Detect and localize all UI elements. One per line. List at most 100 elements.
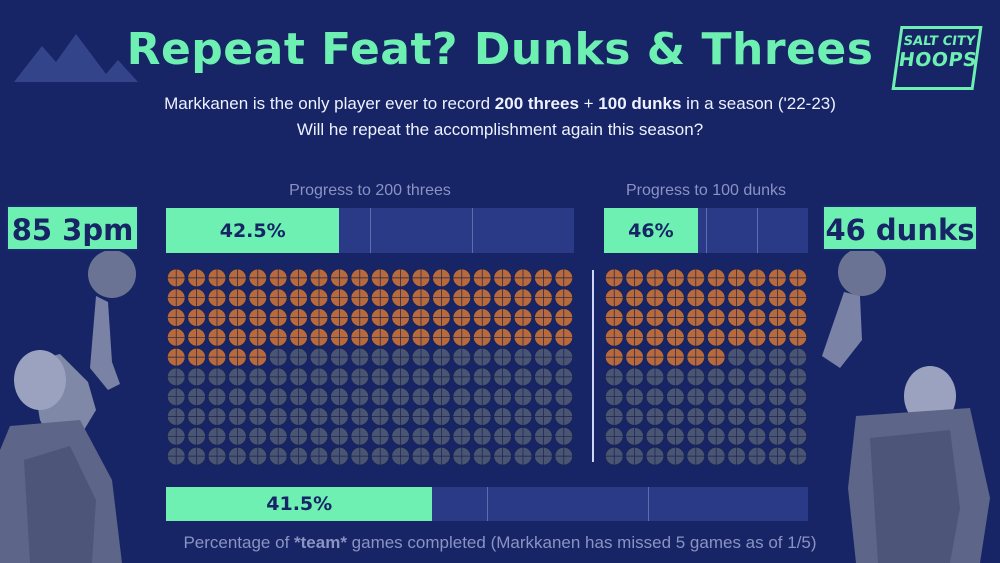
ball-remaining [432, 367, 451, 387]
ball-remaining [330, 407, 349, 426]
ball-remaining [350, 427, 370, 446]
ball-remaining [391, 407, 410, 426]
ball-remaining [472, 347, 492, 367]
ball-made [166, 268, 186, 288]
ball-made [370, 288, 390, 308]
waffle-divider [592, 270, 594, 462]
ball-remaining [686, 427, 706, 446]
ball-made [747, 308, 767, 327]
ball-remaining [768, 347, 787, 367]
ball-made [370, 308, 390, 327]
ball-remaining [432, 347, 451, 367]
ball-made [228, 308, 247, 327]
logo: SALT CITY HOOPS [891, 26, 983, 90]
ball-made [554, 288, 574, 308]
ball-made [411, 268, 431, 288]
ball-remaining [727, 407, 746, 426]
ball-remaining [166, 427, 186, 446]
ball-made [645, 328, 665, 347]
ball-remaining [248, 367, 268, 387]
ball-remaining [554, 407, 574, 426]
ball-remaining [207, 446, 227, 466]
ball-made [686, 347, 706, 367]
subtitle-line-2: Will he repeat the accomplishment again … [296, 120, 704, 139]
player-shooting-photo [0, 250, 136, 563]
ball-remaining [554, 427, 574, 446]
ball-remaining [207, 367, 227, 387]
ball-remaining [309, 407, 329, 426]
ball-made [350, 328, 370, 347]
ball-made [309, 308, 329, 327]
caption-bold: *team* [294, 533, 347, 552]
ball-remaining [534, 427, 553, 446]
ball-made [604, 328, 624, 347]
ball-made [350, 288, 370, 308]
ball-remaining [268, 427, 288, 446]
ball-remaining [788, 387, 808, 406]
ball-made [666, 347, 685, 367]
ball-remaining [645, 367, 665, 387]
ball-made [788, 288, 808, 308]
ball-remaining [604, 407, 624, 426]
ball-made [666, 268, 685, 288]
ball-made [534, 268, 553, 288]
ball-made [289, 288, 308, 308]
ball-made [686, 268, 706, 288]
ball-made [554, 328, 574, 347]
ball-made [411, 288, 431, 308]
ball-remaining [493, 407, 512, 426]
ball-made [604, 268, 624, 288]
ball-made [432, 308, 451, 327]
ball-remaining [666, 446, 685, 466]
ball-remaining [166, 387, 186, 406]
ball-made [391, 268, 410, 288]
ball-remaining [747, 446, 767, 466]
ball-remaining [228, 367, 247, 387]
ball-remaining [747, 367, 767, 387]
ball-remaining [534, 347, 553, 367]
caption-post: games completed (Markkanen has missed 5 … [346, 533, 817, 552]
ball-remaining [228, 407, 247, 426]
ball-made [513, 268, 533, 288]
ball-remaining [747, 387, 767, 406]
ball-remaining [554, 367, 574, 387]
ball-remaining [788, 427, 808, 446]
ball-remaining [554, 347, 574, 367]
ball-made [166, 288, 186, 308]
ball-remaining [187, 407, 206, 426]
ball-remaining [513, 347, 533, 367]
ball-made [768, 268, 787, 288]
ball-made [625, 268, 644, 288]
ball-remaining [452, 446, 472, 466]
ball-made [207, 268, 227, 288]
ball-remaining [706, 427, 726, 446]
ball-remaining [370, 427, 390, 446]
ball-made [391, 288, 410, 308]
ball-made [268, 268, 288, 288]
dunks-progress-bar: 46% [604, 208, 808, 253]
ball-remaining [411, 407, 431, 426]
page-title: Repeat Feat? Dunks & Threes [126, 24, 874, 75]
ball-made [788, 328, 808, 347]
subtitle-line-1: Markkanen is the only player ever to rec… [0, 94, 1000, 114]
ball-made [289, 308, 308, 327]
ball-remaining [554, 446, 574, 466]
ball-made [666, 288, 685, 308]
ball-remaining [370, 367, 390, 387]
ball-remaining [493, 387, 512, 406]
ball-remaining [391, 387, 410, 406]
ball-made [472, 288, 492, 308]
ball-made [330, 268, 349, 288]
ball-remaining [309, 347, 329, 367]
ball-made [513, 328, 533, 347]
ball-remaining [228, 427, 247, 446]
mountains-icon [14, 34, 138, 82]
ball-remaining [768, 427, 787, 446]
ball-remaining [645, 407, 665, 426]
ball-remaining [289, 387, 308, 406]
ball-remaining [788, 347, 808, 367]
ball-remaining [370, 407, 390, 426]
ball-made [207, 347, 227, 367]
ball-remaining [727, 387, 746, 406]
ball-remaining [472, 446, 492, 466]
